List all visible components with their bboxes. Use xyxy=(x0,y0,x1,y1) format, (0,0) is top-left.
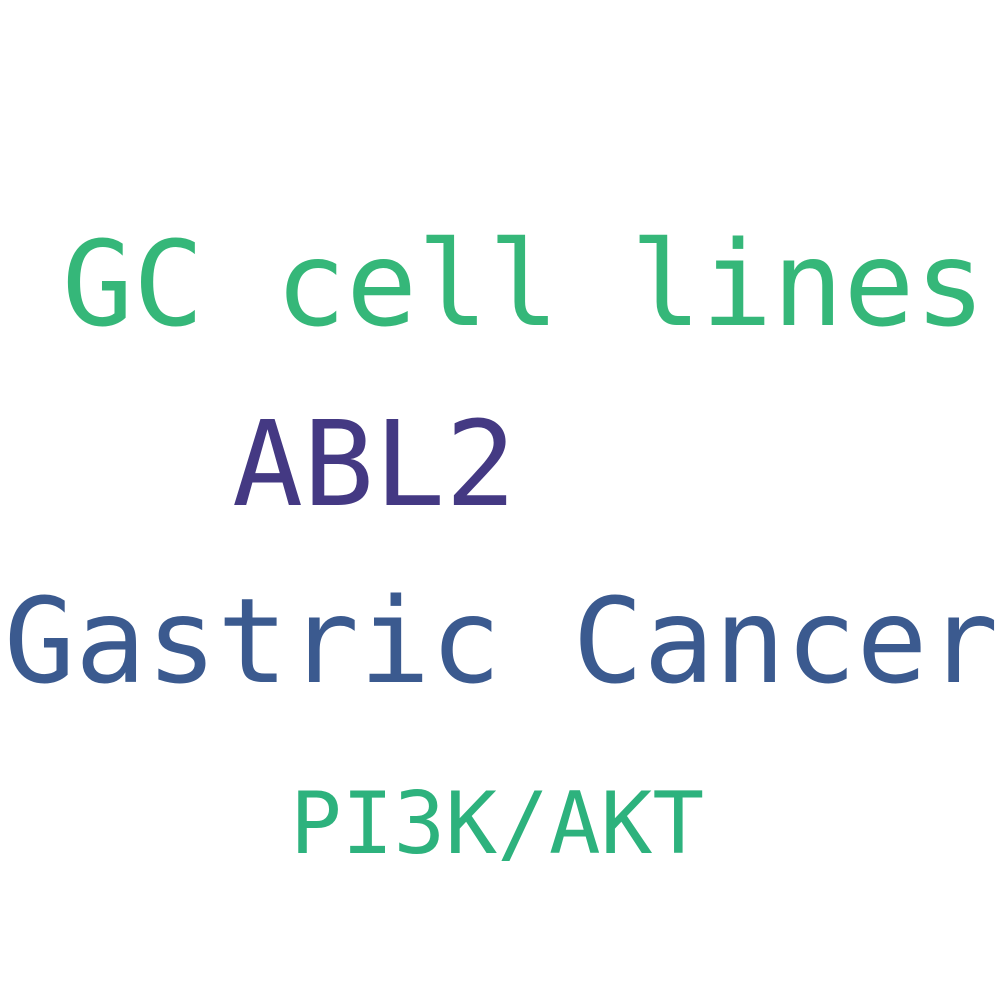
word-abl2: ABL2 xyxy=(232,395,517,533)
word-gc-cell-lines: GC cell lines xyxy=(62,215,986,353)
word-gastric-cancer: Gastric Cancer xyxy=(4,572,999,710)
word-pi3k-akt: PI3K/AKT xyxy=(290,774,705,874)
